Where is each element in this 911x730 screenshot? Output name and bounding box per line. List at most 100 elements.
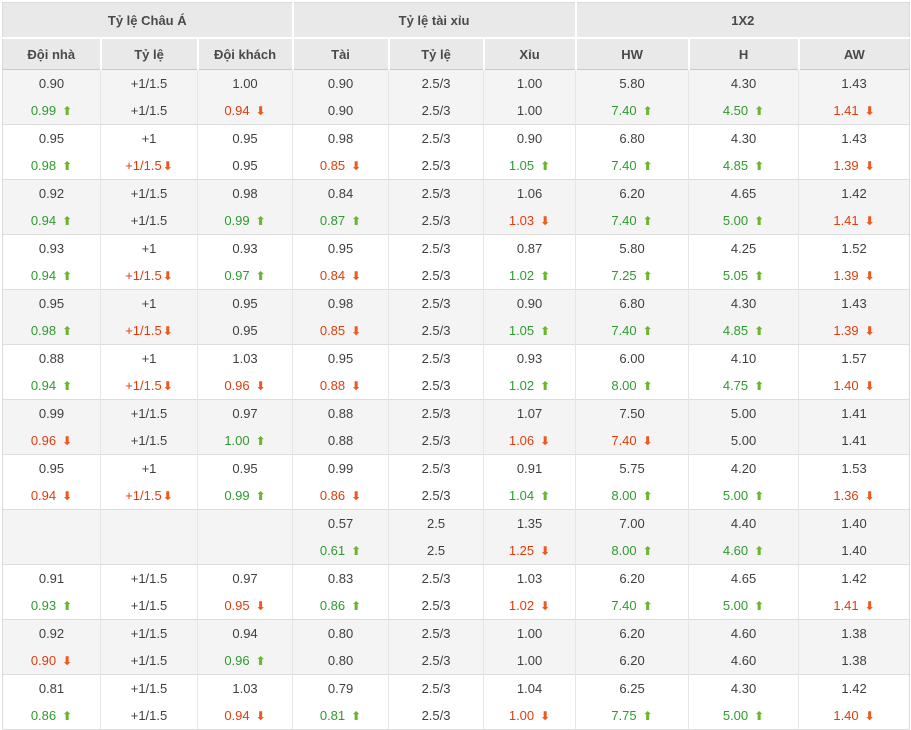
- odds-cell: 0.90: [484, 125, 576, 153]
- odds-cell: 0.98: [198, 180, 293, 208]
- odds-cell: 6.20: [576, 647, 689, 675]
- odds-cell: 0.97: [198, 565, 293, 593]
- odds-value: 2.5/3: [422, 681, 451, 696]
- odds-row: 0.86⬆+1/1.50.94⬇0.81⬆2.5/31.00⬇7.75⬆5.00…: [3, 702, 910, 730]
- odds-value: 5.80: [619, 241, 644, 256]
- odds-cell: 1.40: [799, 537, 910, 565]
- odds-value: +1: [142, 461, 157, 476]
- odds-cell: 4.50⬆: [689, 97, 799, 125]
- odds-value: 0.95: [232, 323, 257, 338]
- odds-value: 0.86: [320, 488, 345, 503]
- odds-value: 0.97: [232, 406, 257, 421]
- trend-up-icon: ⬆: [540, 489, 550, 503]
- odds-value: 1.04: [509, 488, 534, 503]
- odds-row: 0.93⬆+1/1.50.95⬇0.86⬆2.5/31.02⬇7.40⬆5.00…: [3, 592, 910, 620]
- trend-down-icon: ⬇: [256, 599, 266, 613]
- trend-up-icon: ⬆: [754, 269, 764, 283]
- trend-down-icon: ⬇: [163, 269, 173, 283]
- odds-cell: 2.5/3: [389, 592, 484, 620]
- odds-row: 0.88+11.030.952.5/30.936.004.101.57: [3, 345, 910, 373]
- odds-cell: 7.40⬇: [576, 427, 689, 455]
- odds-cell: 2.5/3: [389, 235, 484, 263]
- odds-value: 0.86: [320, 598, 345, 613]
- odds-cell: 4.60: [689, 647, 799, 675]
- odds-cell: 1.42: [799, 180, 910, 208]
- odds-value: 1.41: [841, 433, 866, 448]
- odds-cell: 7.40⬆: [576, 152, 689, 180]
- odds-cell: 7.40⬆: [576, 592, 689, 620]
- odds-cell: 1.03: [198, 675, 293, 703]
- trend-up-icon: ⬆: [754, 214, 764, 228]
- odds-value: 0.93: [517, 351, 542, 366]
- trend-down-icon: ⬇: [865, 599, 875, 613]
- trend-down-icon: ⬇: [865, 104, 875, 118]
- odds-cell: 8.00⬆: [576, 372, 689, 400]
- odds-cell: 4.30: [689, 675, 799, 703]
- odds-value: 0.99: [328, 461, 353, 476]
- trend-up-icon: ⬆: [62, 214, 72, 228]
- trend-down-icon: ⬇: [163, 489, 173, 503]
- odds-value: 6.25: [619, 681, 644, 696]
- odds-cell: 1.00: [484, 70, 576, 98]
- odds-value: 0.83: [328, 571, 353, 586]
- odds-row: 0.90⬇+1/1.50.96⬆0.802.5/31.006.204.601.3…: [3, 647, 910, 675]
- odds-value: 2.5/3: [422, 76, 451, 91]
- trend-down-icon: ⬇: [351, 159, 361, 173]
- odds-cell: 0.87: [484, 235, 576, 263]
- odds-value: 1.42: [841, 186, 866, 201]
- trend-up-icon: ⬆: [643, 709, 653, 723]
- odds-cell: 0.86 ⬆: [293, 592, 389, 620]
- odds-value: 8.00: [611, 488, 636, 503]
- trend-down-icon: ⬇: [865, 709, 875, 723]
- odds-cell: 0.95⬇: [198, 592, 293, 620]
- odds-cell: 0.99: [293, 455, 389, 483]
- odds-value: 1.07: [517, 406, 542, 421]
- trend-down-icon: ⬇: [865, 159, 875, 173]
- odds-cell: 0.96⬇: [198, 372, 293, 400]
- trend-up-icon: ⬆: [351, 599, 361, 613]
- odds-value: 0.95: [39, 461, 64, 476]
- odds-value: 7.40: [611, 103, 636, 118]
- odds-cell: 1.00⬆: [198, 427, 293, 455]
- odds-cell: 6.20: [576, 180, 689, 208]
- odds-value: 1.02: [509, 598, 534, 613]
- odds-cell: 2.5/3: [389, 455, 484, 483]
- odds-cell: 1.52: [799, 235, 910, 263]
- trend-up-icon: ⬆: [643, 599, 653, 613]
- odds-value: 5.05: [723, 268, 748, 283]
- odds-value: 0.84: [320, 268, 345, 283]
- odds-value: 1.02: [509, 268, 534, 283]
- trend-down-icon: ⬇: [351, 379, 361, 393]
- odds-value: 0.94: [31, 213, 56, 228]
- odds-value: 0.95: [232, 131, 257, 146]
- trend-down-icon: ⬇: [540, 214, 550, 228]
- odds-cell: +1/1.5: [101, 702, 198, 730]
- odds-cell: +1/1.5⬇: [101, 482, 198, 510]
- odds-cell: 1.40: [799, 510, 910, 538]
- trend-down-icon: ⬇: [256, 379, 266, 393]
- odds-value: 1.53: [841, 461, 866, 476]
- odds-cell: 1.57: [799, 345, 910, 373]
- trend-up-icon: ⬆: [643, 159, 653, 173]
- odds-value: 1.00: [509, 708, 534, 723]
- odds-cell: 1.39⬇: [799, 262, 910, 290]
- odds-value: 1.00: [224, 433, 249, 448]
- odds-value: 0.90: [31, 653, 56, 668]
- odds-value: 1.42: [841, 571, 866, 586]
- odds-cell: 0.93: [3, 235, 101, 263]
- odds-cell: +1/1.5: [101, 647, 198, 675]
- odds-row: 0.95+10.950.982.5/30.906.804.301.43: [3, 290, 910, 318]
- odds-value: 6.20: [619, 653, 644, 668]
- trend-up-icon: ⬆: [754, 159, 764, 173]
- odds-cell: 2.5/3: [389, 70, 484, 98]
- col-header-home-win: HW: [576, 38, 689, 70]
- odds-cell: 0.96⬇: [3, 427, 101, 455]
- odds-value: 0.95: [232, 461, 257, 476]
- odds-value: 0.96: [224, 653, 249, 668]
- odds-value: 5.00: [723, 708, 748, 723]
- odds-value: 1.39: [833, 323, 858, 338]
- odds-cell: 7.75⬆: [576, 702, 689, 730]
- odds-cell: 1.25⬇: [484, 537, 576, 565]
- odds-value: 2.5/3: [422, 296, 451, 311]
- odds-value: 5.00: [723, 213, 748, 228]
